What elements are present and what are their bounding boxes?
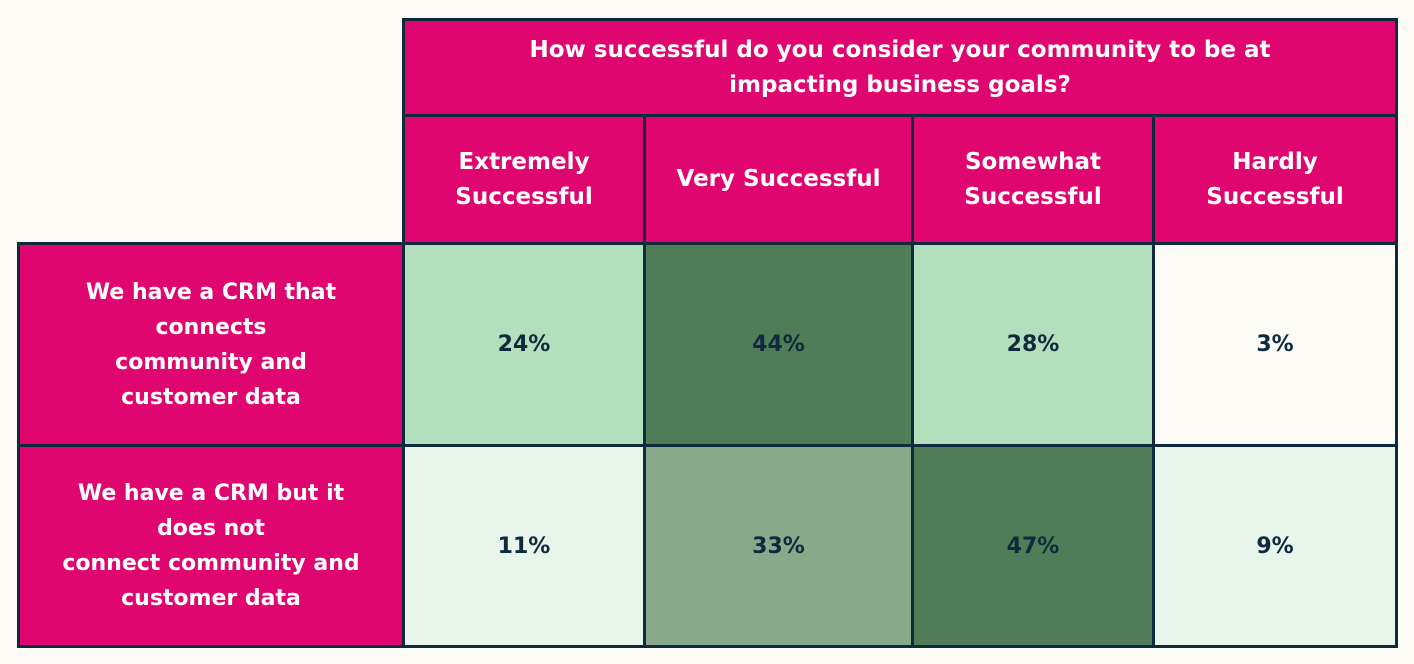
question-title-line-1: How successful do you consider your comm… bbox=[529, 36, 1271, 63]
column-header-label: Successful bbox=[1206, 183, 1344, 210]
heatmap-cell: 33% bbox=[643, 444, 914, 648]
heatmap-cell: 11% bbox=[402, 444, 646, 648]
row-header-label: customer data bbox=[121, 586, 301, 611]
column-header-very-successful: Very Successful bbox=[643, 114, 914, 245]
column-header-label: Extremely bbox=[458, 148, 590, 175]
row-header-label: customer data bbox=[121, 384, 301, 410]
heatmap-cell: 24% bbox=[402, 242, 646, 447]
cell-value-label: 44% bbox=[752, 332, 805, 357]
column-header-hardly-successful: Hardly Successful bbox=[1152, 114, 1398, 245]
heatmap-cell: 28% bbox=[911, 242, 1155, 447]
heatmap-cell: 47% bbox=[911, 444, 1155, 648]
heatmap-cell: 3% bbox=[1152, 242, 1398, 447]
row-header-label: connect community and bbox=[62, 551, 360, 576]
row-header-crm-connects: We have a CRM that connects community an… bbox=[17, 242, 405, 447]
row-header-label: community and bbox=[115, 349, 307, 375]
question-header: How successful do you consider your comm… bbox=[402, 18, 1398, 117]
heatmap-cell: 44% bbox=[643, 242, 914, 447]
row-header-label: connects bbox=[155, 314, 267, 340]
column-header-label: Successful bbox=[455, 183, 593, 210]
cell-value-label: 3% bbox=[1256, 332, 1294, 357]
cell-value-label: 47% bbox=[1006, 533, 1060, 559]
heatmap-cell: 9% bbox=[1152, 444, 1398, 648]
column-header-extremely-successful: Extremely Successful bbox=[402, 114, 646, 245]
question-title-line-2: impacting business goals? bbox=[729, 71, 1071, 98]
heatmap-table: How successful do you consider your comm… bbox=[17, 18, 1398, 648]
cell-value-label: 11% bbox=[497, 533, 551, 559]
cell-value-label: 9% bbox=[1256, 533, 1294, 559]
row-header-crm-not-connected: We have a CRM but it does not connect co… bbox=[17, 444, 405, 648]
column-header-somewhat-successful: Somewhat Successful bbox=[911, 114, 1155, 245]
column-header-label: Somewhat bbox=[964, 148, 1102, 175]
cell-value-label: 24% bbox=[497, 332, 551, 357]
question-title: How successful do you consider your comm… bbox=[529, 33, 1270, 103]
row-header-label: We have a CRM that bbox=[85, 279, 337, 305]
column-header-label: Very Successful bbox=[676, 166, 881, 192]
column-header-label: Hardly bbox=[1232, 148, 1318, 175]
column-header-label: Successful bbox=[964, 183, 1102, 210]
row-header-label: does not bbox=[157, 516, 265, 541]
row-header-label: We have a CRM but it bbox=[77, 481, 345, 506]
cell-value-label: 28% bbox=[1006, 332, 1060, 357]
cell-value-label: 33% bbox=[752, 533, 805, 559]
